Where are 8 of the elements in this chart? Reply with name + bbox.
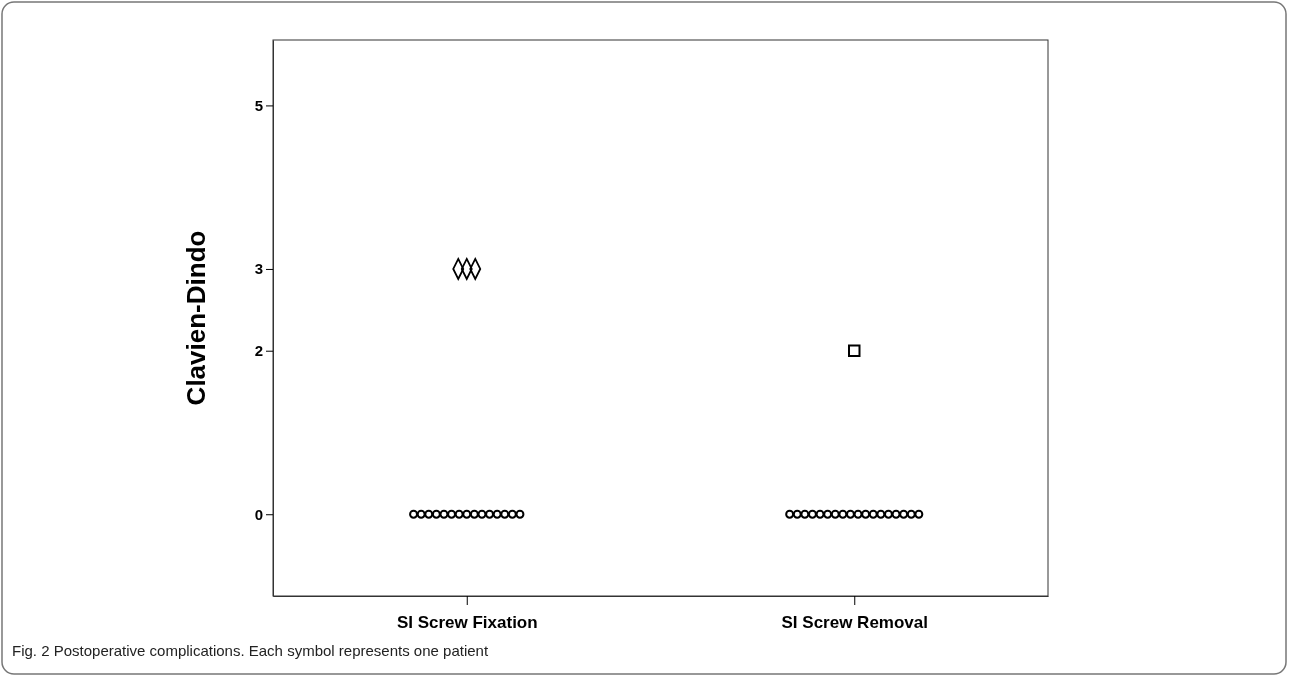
y-tick-label: 3 [254,260,263,278]
y-axis-title: Clavien-Dindo [181,230,211,406]
caption: Fig. 2 Postoperative complications. Each symbol represents one patient [12,642,489,659]
y-tick-label: 2 [254,342,263,360]
x-tick-label: SI Screw Removal [781,613,928,633]
y-tick-label: 0 [254,505,263,523]
y-tick-label: 5 [254,96,263,114]
x-tick-label: SI Screw Fixation [396,613,538,633]
